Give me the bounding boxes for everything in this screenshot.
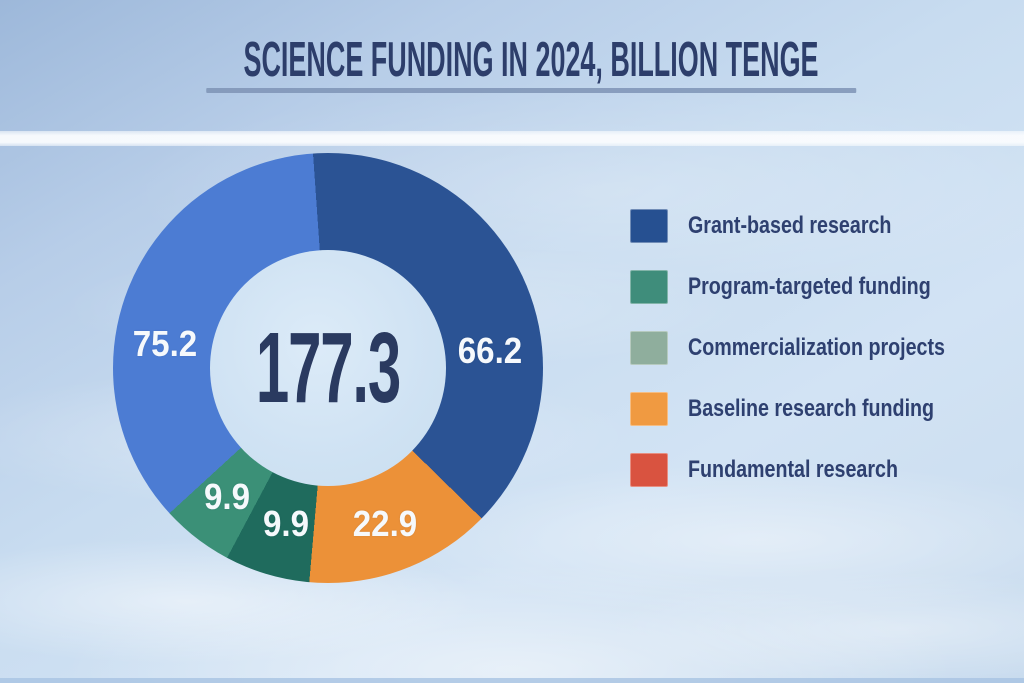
legend-label: Grant-based research	[688, 212, 892, 239]
legend: Grant-based research Program-targeted fu…	[630, 209, 1001, 487]
title-underline	[206, 88, 856, 93]
legend-label: Program-targeted funding	[688, 273, 931, 300]
legend-swatch-program-targeted-funding	[630, 270, 668, 304]
bottom-edge-strip	[0, 678, 1024, 683]
legend-item-grant-based-research: Grant-based research	[630, 209, 1001, 243]
legend-swatch-baseline-research-funding	[630, 392, 668, 426]
legend-item-fundamental-research: Fundamental research	[630, 453, 1001, 487]
page-title: SCIENCE FUNDING IN 2024, BILLION TENGE	[243, 33, 819, 87]
legend-swatch-fundamental-research	[630, 453, 668, 487]
center-total-value: 177.3	[255, 311, 401, 424]
legend-item-baseline-research-funding: Baseline research funding	[630, 392, 1001, 426]
segment-value-label: 22.9	[352, 502, 418, 544]
legend-label: Fundamental research	[688, 456, 898, 483]
legend-item-program-targeted-funding: Program-targeted funding	[630, 270, 1001, 304]
legend-swatch-grant-based-research	[630, 209, 668, 243]
segment-value-label: 75.2	[132, 322, 198, 364]
segment-value-label: 9.9	[263, 503, 310, 545]
horizontal-divider-band	[0, 131, 1024, 146]
donut-chart: 177.3 66.2 22.9 9.9 9.9 75.2	[113, 153, 543, 583]
donut-hole	[210, 250, 446, 486]
segment-value-label: 9.9	[204, 476, 251, 518]
segment-value-label: 66.2	[457, 329, 523, 371]
legend-item-commercialization-projects: Commercialization projects	[630, 331, 1001, 365]
legend-label: Baseline research funding	[688, 395, 935, 422]
legend-label: Commercialization projects	[688, 334, 946, 361]
legend-swatch-commercialization-projects	[630, 331, 668, 365]
header: SCIENCE FUNDING IN 2024, BILLION TENGE	[8, 36, 1024, 93]
